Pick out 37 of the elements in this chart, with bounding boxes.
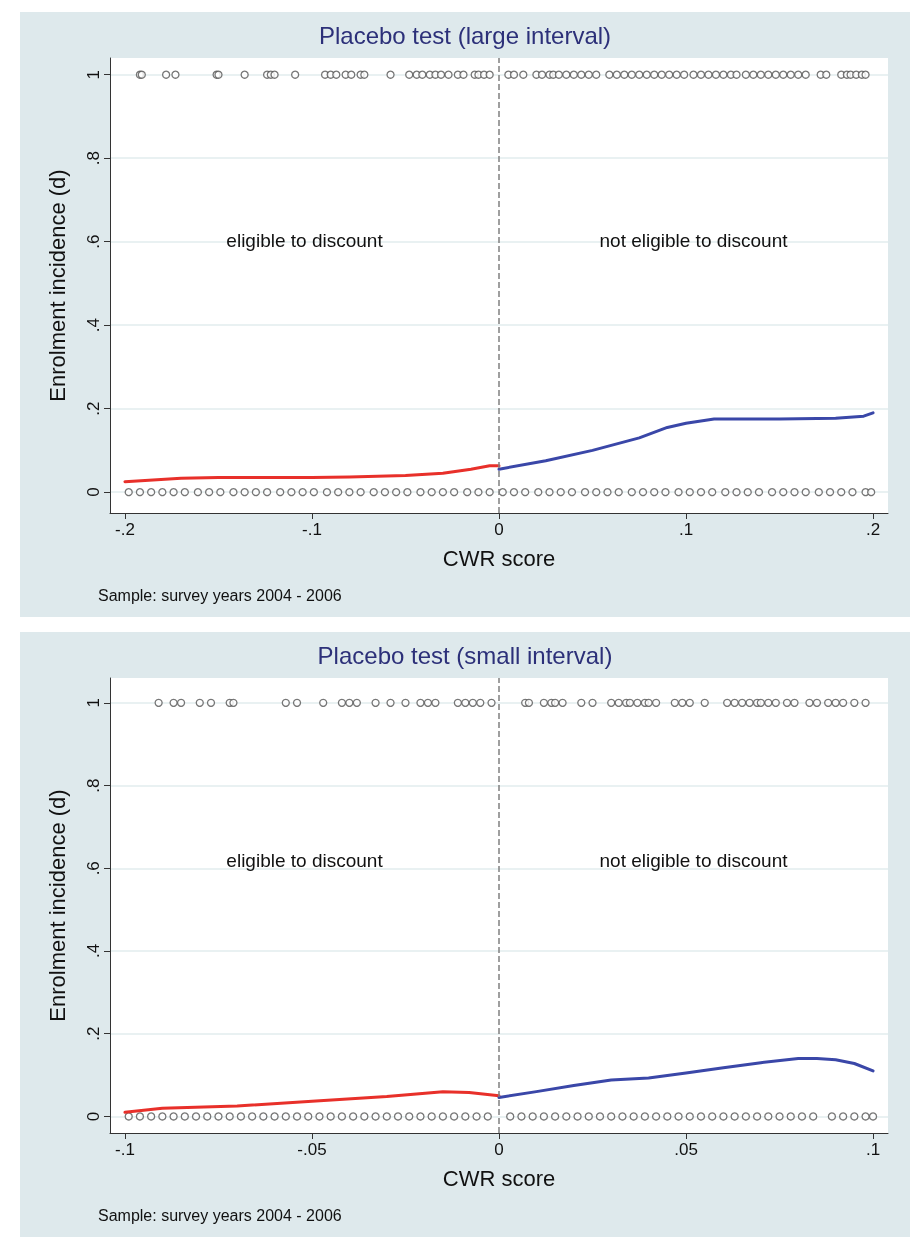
y-axis-title: Enrolment incidence (d) [44,169,70,402]
x-tick-label: -.1 [302,520,322,539]
y-tick-label: 1 [84,698,103,708]
text: Sample: survey years 2004 - 2006 [98,1206,342,1224]
line-series [497,411,875,471]
y-tick-label: 0 [84,487,103,497]
y-axis-title: Enrolment incidence (d) [44,789,70,1022]
y-tick-label: .8 [84,151,103,166]
y-tick-label: .6 [84,861,103,876]
x-tick-label: -.1 [115,1140,135,1159]
annotation: not eligible to discount [599,229,789,251]
y-tick-label: .6 [84,234,103,249]
x-tick-label: 0 [494,520,504,539]
y-tick-label: .2 [84,401,103,416]
line-series [123,464,501,484]
y-tick-label: .4 [84,943,103,959]
x-tick-label: .05 [674,1140,698,1159]
x-tick-label: .1 [865,1140,881,1159]
x-tick-label: -.2 [115,520,135,539]
x-tick-label: 0 [494,1140,504,1159]
x-tick-label: .2 [865,520,881,539]
x-tick-label: -.05 [297,1140,327,1159]
y-tick-label: .2 [84,1026,103,1041]
text: Sample: survey years 2004 - 2006 [98,586,342,604]
annotation: eligible to discount [226,229,384,251]
x-axis-title: CWR score [442,1165,556,1191]
x-axis-title: CWR score [442,545,556,571]
chart-title: Placebo test (small interval) [317,641,613,669]
x-tick-label: .1 [678,520,694,539]
y-tick-label: .8 [84,778,103,793]
y-tick-label: 0 [84,1111,103,1122]
annotation: eligible to discount [226,849,384,871]
chart-title: Placebo test (large interval) [318,21,612,49]
annotation: not eligible to discount [599,849,789,871]
y-tick-label: 1 [84,69,103,80]
y-tick-label: .4 [84,318,103,333]
line-series [497,1057,875,1099]
